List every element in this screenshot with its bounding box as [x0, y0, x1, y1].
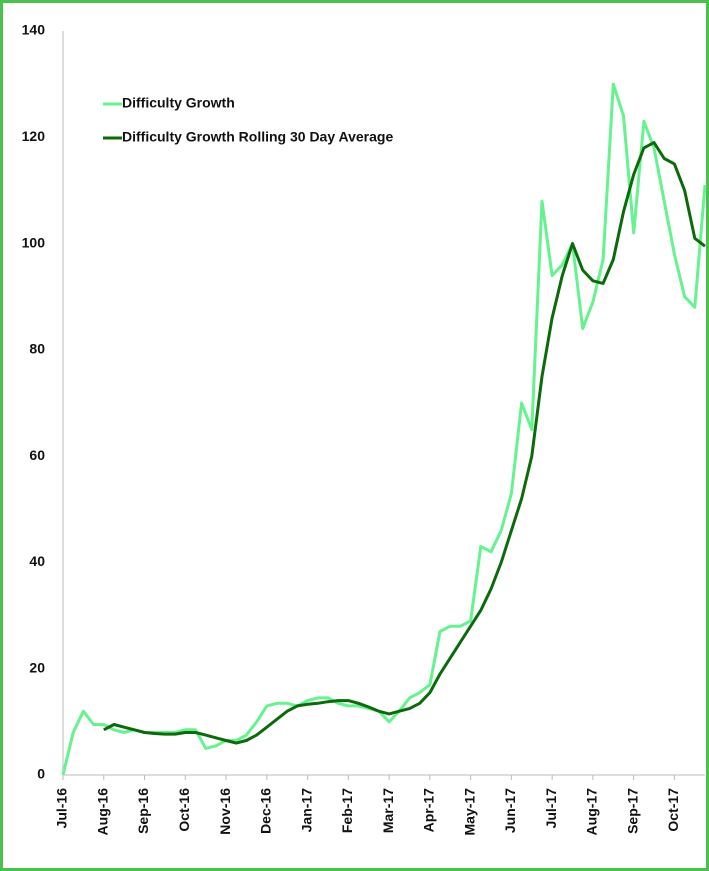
x-tick-label: Oct-17 — [665, 788, 681, 832]
x-tick-label: Dec-16 — [258, 788, 274, 834]
y-tick-label: 100 — [22, 234, 46, 250]
legend-label: Difficulty Growth — [122, 95, 235, 111]
y-tick-label: 120 — [22, 128, 46, 144]
x-tick-label: Nov-16 — [217, 788, 233, 835]
x-tick-label: Jun-17 — [502, 788, 518, 833]
y-tick-label: 140 — [22, 22, 46, 38]
x-tick-label: Jul-16 — [54, 788, 70, 829]
y-tick-label: 40 — [29, 553, 45, 569]
y-tick-label: 20 — [29, 659, 45, 675]
x-tick-label: Oct-16 — [176, 788, 192, 832]
y-tick-label: 80 — [29, 341, 45, 357]
x-tick-label: Sep-16 — [135, 788, 151, 834]
x-tick-label: Feb-17 — [339, 788, 355, 833]
y-tick-label: 60 — [29, 447, 45, 463]
x-tick-label: May-17 — [461, 788, 477, 836]
x-tick-label: Jan-17 — [298, 788, 314, 833]
x-tick-label: Aug-17 — [584, 788, 600, 836]
x-tick-label: Apr-17 — [421, 788, 437, 833]
x-tick-label: Jul-17 — [543, 788, 559, 829]
x-tick-label: Mar-17 — [380, 788, 396, 833]
series-line — [103, 141, 706, 745]
y-tick-label: 0 — [37, 766, 45, 782]
legend-label: Difficulty Growth Rolling 30 Day Average — [122, 129, 393, 145]
x-tick-label: Aug-16 — [94, 788, 110, 836]
x-tick-label: Sep-17 — [624, 788, 640, 834]
